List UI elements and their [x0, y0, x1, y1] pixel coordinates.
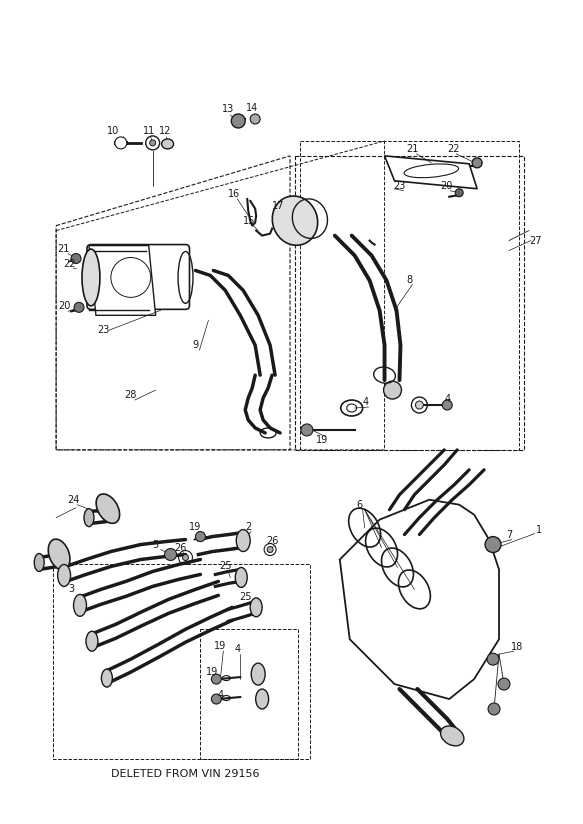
Text: 2: 2: [245, 522, 251, 531]
Text: 4: 4: [234, 644, 240, 654]
Circle shape: [182, 555, 188, 560]
Text: 6: 6: [357, 499, 363, 510]
Text: 8: 8: [406, 275, 413, 285]
Text: 16: 16: [228, 189, 240, 199]
Text: 14: 14: [246, 103, 258, 113]
Text: 26: 26: [174, 542, 187, 553]
Circle shape: [301, 424, 313, 436]
Circle shape: [498, 678, 510, 690]
Text: 23: 23: [394, 180, 406, 191]
FancyBboxPatch shape: [87, 245, 189, 309]
Ellipse shape: [250, 598, 262, 617]
Circle shape: [250, 114, 260, 124]
Text: 19: 19: [189, 522, 202, 531]
Text: 4: 4: [444, 394, 450, 404]
Text: 19: 19: [316, 435, 328, 445]
Ellipse shape: [96, 494, 120, 523]
Text: 22: 22: [447, 144, 459, 154]
Text: 19: 19: [214, 641, 226, 651]
Circle shape: [488, 703, 500, 715]
Text: DELETED FROM VIN 29156: DELETED FROM VIN 29156: [111, 769, 259, 779]
Ellipse shape: [101, 669, 113, 687]
Text: 24: 24: [67, 494, 79, 505]
Polygon shape: [385, 156, 477, 189]
Text: 18: 18: [511, 642, 523, 653]
Text: 17: 17: [272, 201, 285, 211]
Ellipse shape: [48, 539, 70, 570]
Circle shape: [74, 302, 84, 312]
Ellipse shape: [58, 564, 71, 587]
Text: 4: 4: [217, 690, 223, 700]
Circle shape: [71, 254, 81, 264]
Text: 7: 7: [506, 530, 512, 540]
Circle shape: [455, 189, 463, 197]
Circle shape: [195, 531, 205, 541]
Text: 11: 11: [143, 126, 155, 136]
Text: 21: 21: [57, 244, 69, 254]
Circle shape: [150, 140, 156, 146]
Text: 12: 12: [159, 126, 172, 136]
Circle shape: [231, 114, 245, 128]
Text: 15: 15: [243, 216, 255, 226]
Ellipse shape: [73, 594, 86, 616]
Circle shape: [472, 158, 482, 168]
Ellipse shape: [251, 663, 265, 685]
Text: 3: 3: [68, 584, 74, 594]
Text: 21: 21: [406, 144, 419, 154]
Circle shape: [442, 400, 452, 410]
Circle shape: [416, 401, 423, 409]
Circle shape: [115, 137, 127, 149]
Circle shape: [487, 653, 499, 665]
Ellipse shape: [84, 508, 94, 527]
Text: 13: 13: [222, 104, 234, 114]
Text: 5: 5: [153, 540, 159, 550]
Text: 10: 10: [107, 126, 119, 136]
Text: 25: 25: [239, 592, 251, 602]
Ellipse shape: [236, 568, 247, 588]
Circle shape: [164, 549, 177, 560]
Circle shape: [212, 674, 222, 684]
Text: 27: 27: [529, 236, 542, 246]
Text: 1: 1: [536, 525, 542, 535]
Polygon shape: [89, 246, 156, 316]
Text: 25: 25: [219, 561, 231, 572]
Polygon shape: [340, 499, 499, 699]
Ellipse shape: [34, 554, 44, 572]
Ellipse shape: [272, 196, 318, 246]
Text: 22: 22: [63, 259, 75, 269]
Text: 20: 20: [58, 302, 71, 311]
Text: 28: 28: [125, 390, 137, 400]
Text: 9: 9: [192, 340, 199, 350]
Ellipse shape: [161, 139, 174, 149]
Circle shape: [267, 546, 273, 553]
Text: 23: 23: [98, 325, 110, 335]
Ellipse shape: [441, 726, 464, 746]
Text: 4: 4: [363, 397, 368, 407]
Circle shape: [212, 694, 222, 704]
Text: 19: 19: [206, 667, 219, 677]
Ellipse shape: [82, 249, 100, 306]
Text: 20: 20: [440, 180, 452, 191]
Ellipse shape: [86, 631, 98, 651]
Ellipse shape: [256, 689, 269, 709]
Text: 26: 26: [266, 536, 278, 545]
Ellipse shape: [236, 530, 250, 551]
Circle shape: [485, 536, 501, 553]
Ellipse shape: [384, 382, 402, 399]
